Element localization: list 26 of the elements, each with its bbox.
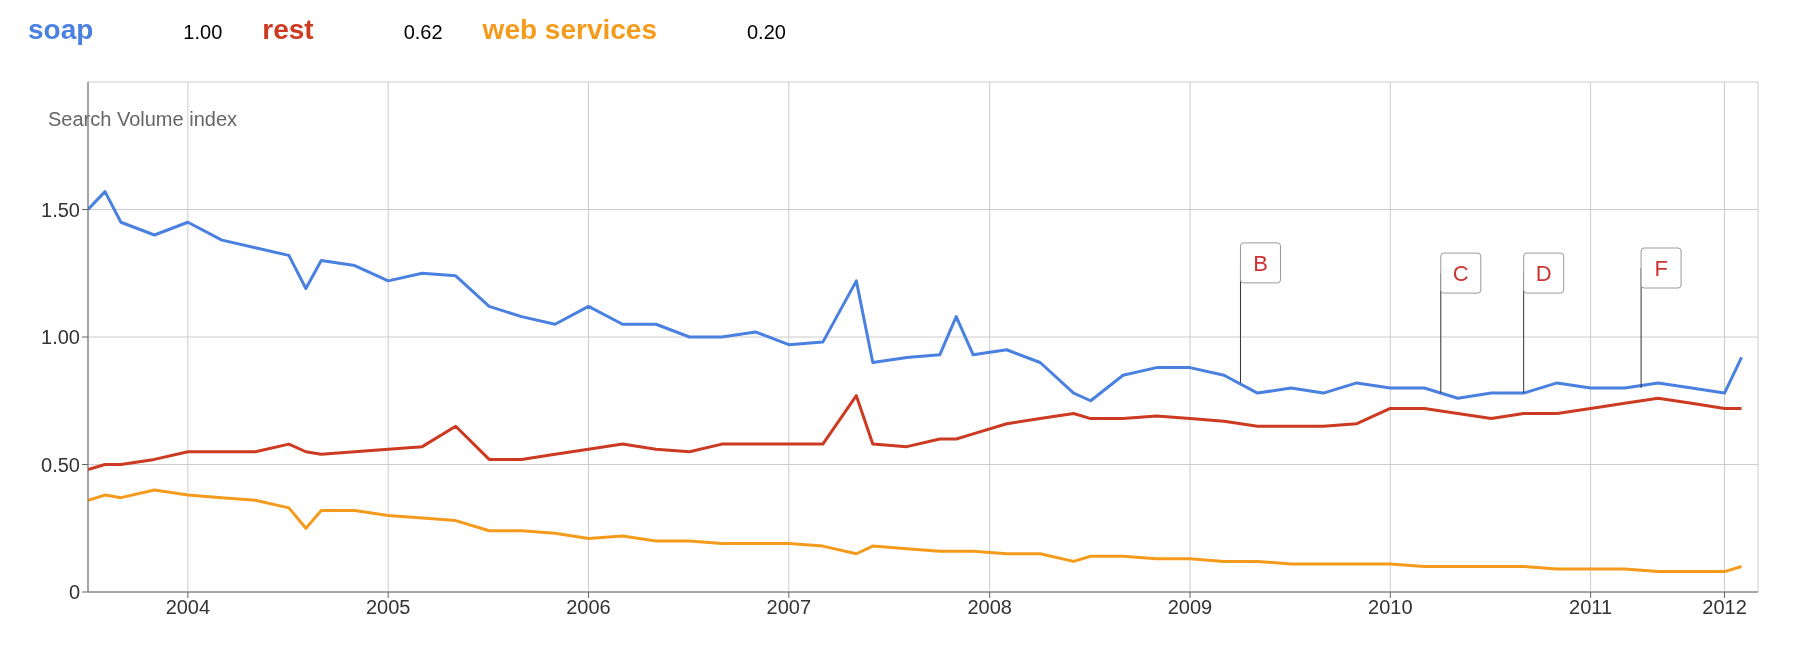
text: 0.20 <box>746 21 786 44</box>
x-tick-label: 2009 <box>1167 596 1213 619</box>
x-tick-label: 2005 <box>365 596 411 619</box>
x-tick-label: 2008 <box>967 596 1012 619</box>
y-tick-label: 0 <box>68 581 80 604</box>
x-tick-label: 2010 <box>1368 596 1413 619</box>
y-tick-label: 1.50 <box>41 198 80 221</box>
annotation: C <box>1452 261 1469 287</box>
x-tick-label: 2007 <box>766 596 812 619</box>
line-series <box>88 488 1744 574</box>
x-tick-label: 2004 <box>165 596 211 619</box>
x-tick-label: 2011 <box>1569 596 1613 619</box>
annotation: D <box>1535 261 1552 287</box>
annotation: B <box>1253 250 1268 276</box>
line-series <box>88 190 1744 403</box>
annotation: F <box>1654 256 1668 281</box>
text: web services <box>482 14 657 46</box>
text: 0.62 <box>403 21 443 44</box>
text: 1.00 <box>183 21 223 44</box>
text: soap <box>28 14 94 46</box>
text: rest <box>262 14 314 46</box>
y-tick-label: 0.50 <box>41 453 80 476</box>
line-series <box>88 394 1744 472</box>
x-tick-label: 2012 <box>1702 596 1747 619</box>
x-tick-label: 2006 <box>566 596 611 619</box>
y-tick-label: 1.00 <box>41 326 80 349</box>
